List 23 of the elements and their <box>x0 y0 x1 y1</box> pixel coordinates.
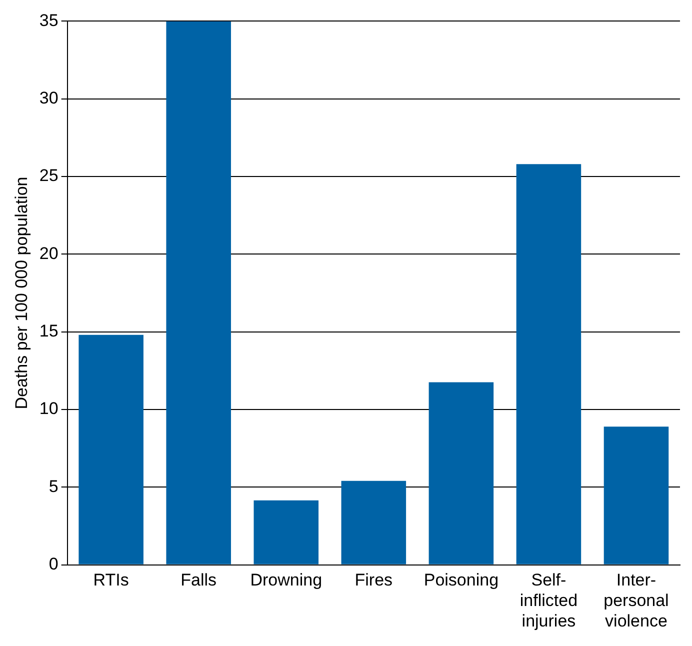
y-tick-label: 20 <box>39 244 58 263</box>
bar <box>428 382 494 564</box>
y-tick-label: 10 <box>39 399 58 418</box>
y-tick-label: 5 <box>48 476 58 496</box>
bar <box>166 21 231 564</box>
bar <box>516 164 582 564</box>
x-tick-label: Inter-personal violence <box>604 570 669 630</box>
x-tick-label: RTIs <box>93 570 129 590</box>
y-tick-label: 35 <box>39 10 58 30</box>
x-tick-label: Self-inflicted injuries <box>520 570 578 630</box>
y-axis-title: Deaths per 100 000 population <box>12 176 31 410</box>
bar <box>341 480 406 564</box>
bar <box>78 334 144 564</box>
bar <box>604 426 669 564</box>
y-tick-label: 25 <box>39 166 58 186</box>
x-tick-label: Drowning <box>250 570 322 590</box>
y-tick-label: 0 <box>48 554 58 574</box>
x-tick-label: Poisoning <box>424 570 499 590</box>
y-tick-label: 15 <box>39 322 58 341</box>
y-tick-label: 30 <box>39 88 58 108</box>
bar <box>254 500 319 564</box>
x-tick-label: Fires <box>354 570 393 590</box>
x-tick-label: Falls <box>180 570 217 590</box>
